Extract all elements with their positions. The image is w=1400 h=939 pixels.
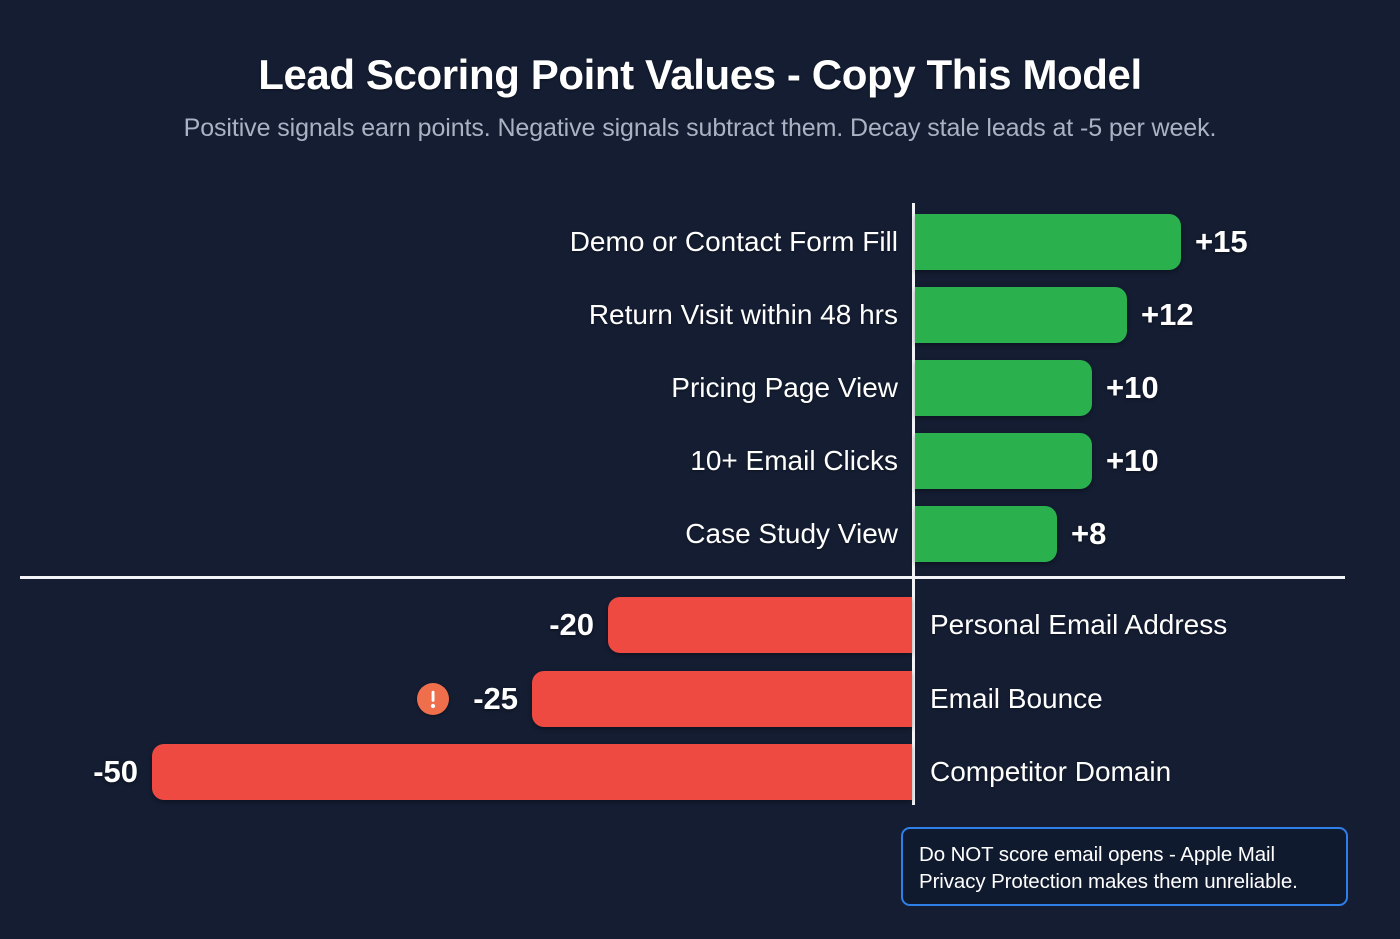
bar-value-label: +8 [1071, 516, 1107, 551]
positive-bar [915, 214, 1181, 270]
page-title: Lead Scoring Point Values - Copy This Mo… [258, 51, 1142, 98]
bar-row: Email Bounce -25 [0, 671, 1400, 727]
positive-bar [915, 433, 1092, 489]
bar-row: Competitor Domain -50 [0, 744, 1400, 800]
warning-callout-box: Do NOT score email opens - Apple Mail Pr… [901, 827, 1348, 906]
bar-category-label: Competitor Domain [930, 756, 1172, 787]
chart-header: Lead Scoring Point Values - Copy This Mo… [0, 0, 1400, 143]
negative-bar [152, 744, 912, 800]
bar-value-label: +15 [1195, 224, 1248, 259]
bar-category-label: Pricing Page View [671, 372, 898, 403]
bar-row: 10+ Email Clicks +10 [0, 433, 1400, 489]
bar-category-label: Demo or Contact Form Fill [569, 226, 898, 257]
bar-value-label: +10 [1106, 443, 1159, 478]
positive-bar [915, 287, 1127, 343]
warning-exclamation-icon [417, 683, 449, 715]
bar-value-label: -25 [473, 681, 518, 716]
positive-bar [915, 360, 1092, 416]
warning-callout-text: Do NOT score email opens - Apple Mail Pr… [919, 843, 1298, 894]
bar-value-label: +12 [1141, 297, 1194, 332]
bar-row: Pricing Page View +10 [0, 360, 1400, 416]
positive-bar [915, 506, 1057, 562]
negative-bar [532, 671, 912, 727]
bar-category-label: Personal Email Address [930, 609, 1228, 640]
bar-row: Demo or Contact Form Fill +15 [0, 214, 1400, 270]
positive-negative-divider [20, 576, 1345, 579]
bar-value-label: -50 [93, 754, 138, 789]
bar-category-label: Return Visit within 48 hrs [588, 299, 898, 330]
chart-subtitle: Positive signals earn points. Negative s… [183, 114, 1217, 143]
bar-category-label: Email Bounce [930, 683, 1103, 714]
bar-row: Personal Email Address -20 [0, 597, 1400, 653]
bar-value-label: -20 [549, 607, 594, 642]
negative-bar [608, 597, 912, 653]
bar-row: Case Study View +8 [0, 506, 1400, 562]
bar-value-label: +10 [1106, 370, 1159, 405]
bar-category-label: 10+ Email Clicks [690, 445, 898, 476]
zero-axis-line [912, 203, 915, 805]
bar-category-label: Case Study View [685, 518, 898, 549]
bar-row: Return Visit within 48 hrs +12 [0, 287, 1400, 343]
